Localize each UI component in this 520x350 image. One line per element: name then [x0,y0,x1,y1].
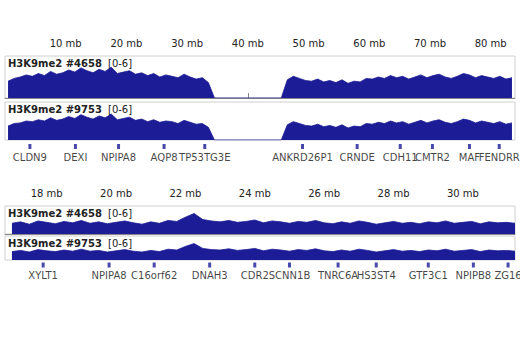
svg-text:[0-6]: [0-6] [108,104,132,115]
svg-text:30 mb: 30 mb [171,38,203,49]
svg-text:H3K9me2 #9753: H3K9me2 #9753 [8,104,102,115]
svg-text:28 mb: 28 mb [378,188,410,199]
svg-text:CDR2: CDR2 [241,270,269,281]
svg-text:50 mb: 50 mb [293,38,325,49]
svg-text:XYLT1: XYLT1 [28,270,58,281]
svg-text:60 mb: 60 mb [353,38,385,49]
svg-text:22 mb: 22 mb [169,188,201,199]
svg-text:DNAH3: DNAH3 [192,270,228,281]
svg-text:DEXI: DEXI [64,152,88,163]
svg-text:10 mb: 10 mb [50,38,82,49]
svg-text:ZG16: ZG16 [494,270,520,281]
svg-text:24 mb: 24 mb [239,188,271,199]
svg-text:SCNN1B: SCNN1B [269,270,311,281]
svg-text:80 mb: 80 mb [475,38,507,49]
svg-text:CDH11: CDH11 [383,152,418,163]
svg-text:CRNDE: CRNDE [339,152,374,163]
svg-text:H3K9me2 #4658: H3K9me2 #4658 [8,58,102,69]
svg-text:[0-6]: [0-6] [108,208,132,219]
svg-text:CLDN9: CLDN9 [13,152,47,163]
svg-text:26 mb: 26 mb [308,188,340,199]
svg-text:AQP8: AQP8 [151,152,178,163]
svg-text:FENDRR: FENDRR [479,152,520,163]
svg-text:TP53TG3E: TP53TG3E [178,152,230,163]
svg-text:NPIPB8: NPIPB8 [456,270,492,281]
svg-text:18 mb: 18 mb [31,188,63,199]
svg-text:20 mb: 20 mb [110,38,142,49]
svg-text:70 mb: 70 mb [414,38,446,49]
svg-text:H3K9me2 #4658: H3K9me2 #4658 [8,208,102,219]
svg-text:20 mb: 20 mb [100,188,132,199]
svg-text:NPIPA8: NPIPA8 [92,270,127,281]
svg-text:HS3ST4: HS3ST4 [357,270,396,281]
svg-text:H3K9me2 #9753: H3K9me2 #9753 [8,238,102,249]
svg-text:MAF: MAF [459,152,480,163]
svg-text:[0-6]: [0-6] [108,58,132,69]
svg-text:40 mb: 40 mb [232,38,264,49]
svg-text:C16orf62: C16orf62 [131,270,177,281]
svg-text:[0-6]: [0-6] [108,238,132,249]
svg-text:NPIPA8: NPIPA8 [101,152,136,163]
svg-text:TNRC6A: TNRC6A [317,270,358,281]
svg-text:GTF3C1: GTF3C1 [409,270,448,281]
svg-text:ANKRD26P1: ANKRD26P1 [272,152,333,163]
svg-text:CMTR2: CMTR2 [415,152,450,163]
svg-text:30 mb: 30 mb [447,188,479,199]
